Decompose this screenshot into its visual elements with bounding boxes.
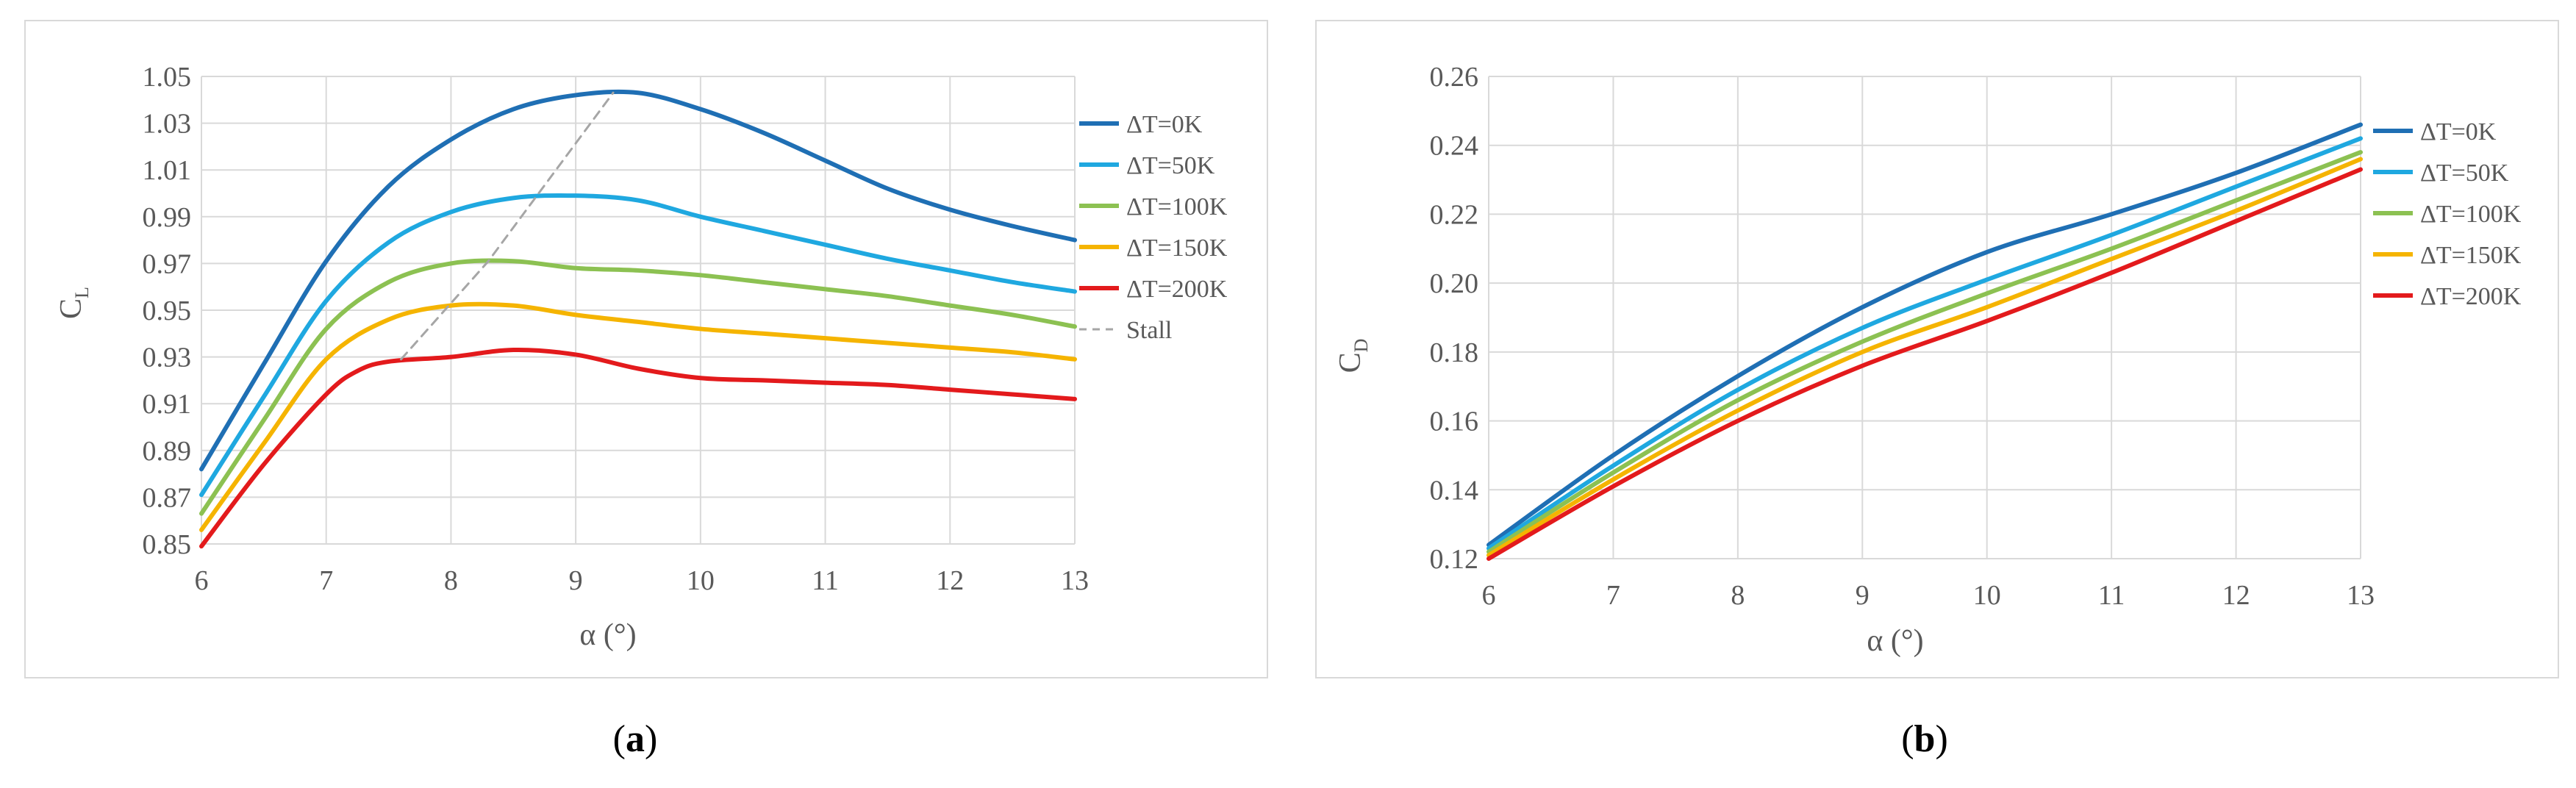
y-tick-label: 1.03	[143, 109, 192, 140]
series-line-t150k	[199, 301, 1077, 532]
series-line-t50k	[1486, 136, 2363, 551]
y-tick-label: 0.85	[143, 529, 192, 560]
legend-b: ΔT=0K ΔT=50K ΔT=100K ΔT=150K ΔT=200K	[2373, 118, 2522, 310]
y-tick-label: 0.14	[1430, 475, 1479, 506]
chart-panel-a: 0.85 0.87 0.89 0.91 0.93 0.95 0.97 0.99 1.01 1.03…	[24, 20, 1268, 678]
svg-text:CD: CD	[1334, 339, 1372, 373]
y-tick-label: 0.89	[143, 436, 192, 467]
y-tick-labels-b: 0.12 0.14 0.16 0.18 0.20 0.22 0.24 0.26	[1430, 62, 1479, 575]
legend-label: ΔT=150K	[2420, 242, 2522, 269]
y-axis-label-sub-a: L	[71, 287, 93, 298]
y-tick-label: 1.01	[143, 155, 192, 186]
y-axis-label-main-b: C	[1334, 352, 1367, 373]
legend-label: ΔT=150K	[1126, 234, 1228, 262]
y-tick-label: 0.22	[1430, 199, 1479, 230]
caption-a-letter: a	[626, 718, 645, 760]
x-tick-labels-b: 6 7 8 9 10 11 12 13	[1482, 580, 2375, 611]
chart-panel-b: 0.12 0.14 0.16 0.18 0.20 0.22 0.24 0.26 6 7 8 9 10 1…	[1315, 20, 2559, 678]
series-line-t0k	[199, 89, 1077, 472]
x-tick-label: 8	[444, 565, 458, 596]
y-axis-label-b: CD	[1334, 339, 1372, 373]
x-tick-label: 7	[319, 565, 333, 596]
caption-a: (a)	[613, 718, 658, 760]
y-tick-label: 0.87	[143, 482, 192, 513]
y-tick-label: 1.05	[143, 62, 192, 93]
x-tick-label: 13	[2347, 580, 2375, 611]
x-tick-label: 10	[687, 565, 715, 596]
x-tick-label: 12	[2222, 580, 2250, 611]
legend-label: ΔT=200K	[2420, 283, 2522, 310]
y-tick-label: 0.91	[143, 389, 192, 420]
y-tick-label: 0.16	[1430, 406, 1479, 437]
y-tick-labels-a: 0.85 0.87 0.89 0.91 0.93 0.95 0.97 0.99 1.01 1.03…	[143, 62, 192, 560]
y-axis-label-a: CL	[54, 287, 93, 319]
legend-label: ΔT=50K	[2420, 160, 2509, 187]
grid-b	[1488, 76, 2361, 559]
series-line-t150k	[1486, 157, 2363, 558]
x-tick-label: 11	[2098, 580, 2125, 611]
grid-a	[201, 76, 1076, 545]
legend-label: ΔT=100K	[1126, 193, 1228, 221]
series-line-stall	[400, 91, 615, 361]
series-line-t0k	[1486, 122, 2363, 548]
y-tick-label: 0.97	[143, 248, 192, 279]
x-tick-label: 13	[1061, 565, 1089, 596]
y-tick-label: 0.20	[1430, 268, 1479, 299]
y-tick-label: 0.18	[1430, 337, 1479, 368]
y-tick-label: 0.24	[1430, 131, 1479, 162]
x-axis-label-a: α (°)	[579, 618, 636, 652]
legend-a: ΔT=0K ΔT=50K ΔT=100K ΔT=150K ΔT=200K Stall	[1079, 111, 1228, 344]
legend-label: ΔT=50K	[1126, 152, 1215, 179]
series-lines-a	[199, 89, 1077, 549]
x-tick-label: 12	[936, 565, 964, 596]
y-tick-label: 0.95	[143, 296, 192, 326]
y-tick-label: 0.93	[143, 343, 192, 373]
series-lines-b	[1486, 122, 2363, 561]
x-tick-label: 6	[195, 565, 209, 596]
legend-label: ΔT=100K	[2420, 201, 2522, 228]
x-tick-label: 9	[569, 565, 583, 596]
series-line-t200k	[199, 347, 1077, 549]
y-axis-label-sub-b: D	[1350, 339, 1372, 353]
svg-text:CL: CL	[54, 287, 93, 319]
x-tick-label: 7	[1606, 580, 1620, 611]
y-tick-label: 0.26	[1430, 62, 1479, 93]
x-tick-label: 8	[1731, 580, 1745, 611]
x-axis-label-b: α (°)	[1867, 624, 1923, 658]
x-tick-label: 10	[1973, 580, 2001, 611]
series-line-t100k	[199, 258, 1077, 516]
legend-label: ΔT=0K	[2420, 118, 2497, 146]
y-tick-label: 0.12	[1430, 544, 1479, 575]
x-tick-label: 9	[1856, 580, 1870, 611]
legend-label: Stall	[1126, 317, 1172, 344]
y-tick-label: 0.99	[143, 202, 192, 233]
series-line-t100k	[1486, 150, 2363, 554]
series-line-t200k	[1486, 167, 2363, 561]
chart-frame-b	[1315, 20, 2559, 678]
x-tick-label: 6	[1482, 580, 1496, 611]
legend-label: ΔT=0K	[1126, 111, 1203, 138]
x-tick-labels-a: 6 7 8 9 10 11 12 13	[195, 565, 1090, 596]
legend-label: ΔT=200K	[1126, 276, 1228, 303]
caption-b: (b)	[1901, 718, 1948, 760]
y-axis-label-main-a: C	[54, 298, 88, 319]
caption-b-letter: b	[1914, 718, 1936, 760]
chart-frame-a	[24, 20, 1268, 678]
series-line-t50k	[199, 193, 1077, 498]
x-tick-label: 11	[812, 565, 839, 596]
